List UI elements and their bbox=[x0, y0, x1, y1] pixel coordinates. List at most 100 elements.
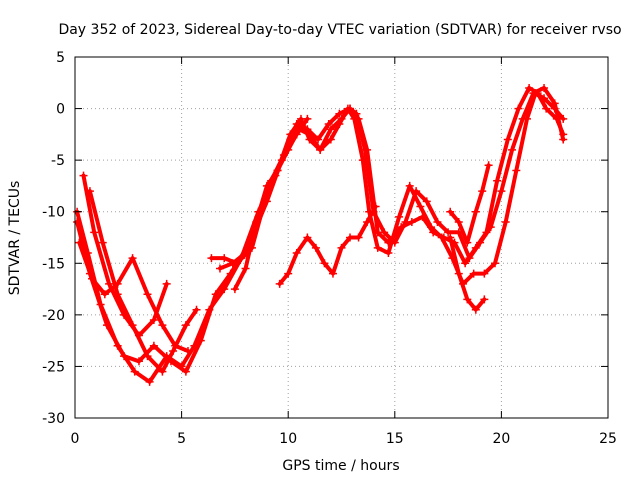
data-point bbox=[303, 233, 312, 242]
data-point bbox=[296, 114, 305, 123]
y-tick-label: -15 bbox=[42, 256, 65, 272]
data-point bbox=[326, 135, 335, 144]
y-tick-label: 0 bbox=[56, 102, 65, 118]
series-track-i bbox=[275, 202, 380, 288]
data-point bbox=[284, 145, 293, 154]
y-tick-label: -10 bbox=[42, 205, 65, 221]
data-series bbox=[73, 83, 568, 386]
data-point bbox=[292, 248, 301, 257]
data-point bbox=[149, 316, 158, 325]
data-point bbox=[471, 305, 480, 314]
x-axis-label: GPS time / hours bbox=[282, 458, 399, 474]
y-tick-label: -5 bbox=[51, 153, 65, 169]
data-point bbox=[469, 269, 478, 278]
data-point bbox=[416, 202, 425, 211]
series-trace bbox=[277, 204, 378, 286]
data-point bbox=[149, 341, 158, 350]
data-point bbox=[529, 89, 538, 98]
data-point bbox=[128, 321, 137, 330]
y-axis-label: SDTVAR / TECUs bbox=[7, 181, 23, 296]
data-point bbox=[181, 321, 190, 330]
data-point bbox=[113, 290, 122, 299]
data-point bbox=[363, 218, 372, 227]
data-point bbox=[158, 321, 167, 330]
series-track-h bbox=[230, 83, 568, 294]
chart-title: Day 352 of 2023, Sidereal Day-to-day VTE… bbox=[58, 22, 621, 38]
plot-frame bbox=[74, 56, 609, 419]
series-trace bbox=[448, 163, 491, 245]
data-point bbox=[158, 367, 167, 376]
data-point bbox=[550, 99, 559, 108]
data-point bbox=[454, 269, 463, 278]
data-point bbox=[454, 218, 463, 227]
data-point bbox=[73, 218, 82, 227]
data-point bbox=[514, 104, 523, 113]
series-track-b bbox=[73, 114, 312, 376]
data-point bbox=[380, 228, 389, 237]
data-point bbox=[418, 212, 427, 221]
data-point bbox=[446, 207, 455, 216]
data-point bbox=[85, 187, 94, 196]
series-track-k bbox=[446, 161, 493, 247]
data-point bbox=[476, 238, 485, 247]
x-tick-label: 20 bbox=[492, 431, 510, 447]
data-point bbox=[320, 259, 329, 268]
data-point bbox=[491, 259, 500, 268]
data-point bbox=[337, 243, 346, 252]
data-point bbox=[512, 166, 521, 175]
x-tick-label: 0 bbox=[71, 431, 80, 447]
data-point bbox=[241, 264, 250, 273]
data-point bbox=[346, 233, 355, 242]
data-point bbox=[169, 346, 178, 355]
series-track-j bbox=[446, 233, 489, 314]
data-point bbox=[542, 104, 551, 113]
data-point bbox=[113, 279, 122, 288]
data-point bbox=[305, 130, 314, 139]
data-point bbox=[143, 290, 152, 299]
data-point bbox=[90, 228, 99, 237]
data-point bbox=[395, 212, 404, 221]
data-point bbox=[311, 243, 320, 252]
data-point bbox=[360, 145, 369, 154]
y-tick-label: -20 bbox=[42, 308, 65, 324]
data-point bbox=[373, 243, 382, 252]
data-point bbox=[501, 218, 510, 227]
data-point bbox=[486, 223, 495, 232]
data-point bbox=[518, 114, 527, 123]
data-point bbox=[384, 248, 393, 257]
data-point bbox=[181, 367, 190, 376]
data-point bbox=[480, 269, 489, 278]
data-point bbox=[446, 233, 455, 242]
data-point bbox=[461, 259, 470, 268]
data-point bbox=[493, 176, 502, 185]
data-point bbox=[352, 109, 361, 118]
data-point bbox=[79, 171, 88, 180]
data-point bbox=[183, 346, 192, 355]
data-point bbox=[346, 104, 355, 113]
data-point bbox=[471, 207, 480, 216]
data-point bbox=[390, 238, 399, 247]
data-point bbox=[371, 202, 380, 211]
data-point bbox=[405, 181, 414, 190]
data-point bbox=[465, 254, 474, 263]
data-point bbox=[134, 357, 143, 366]
data-point bbox=[143, 352, 152, 361]
data-point bbox=[215, 264, 224, 273]
data-point bbox=[226, 269, 235, 278]
data-point bbox=[171, 341, 180, 350]
data-point bbox=[102, 321, 111, 330]
axis-ticks: 0 5 10 15 20 25 -30 -25 -20 -15 -10 -5 0 5 bbox=[42, 50, 617, 447]
data-point bbox=[316, 145, 325, 154]
data-point bbox=[429, 228, 438, 237]
data-point bbox=[100, 290, 109, 299]
data-point bbox=[128, 254, 137, 263]
data-point bbox=[130, 367, 139, 376]
data-point bbox=[294, 125, 303, 134]
data-point bbox=[508, 145, 517, 154]
data-point bbox=[98, 238, 107, 247]
data-point bbox=[88, 274, 97, 283]
data-point bbox=[478, 187, 487, 196]
data-point bbox=[207, 254, 216, 263]
data-point bbox=[228, 259, 237, 268]
data-point bbox=[337, 114, 346, 123]
